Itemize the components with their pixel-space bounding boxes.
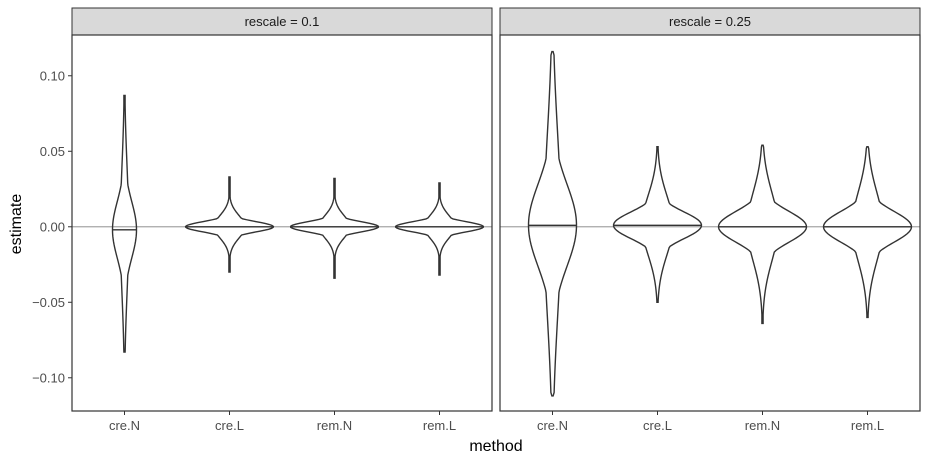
- facet-strip-label: rescale = 0.1: [245, 14, 320, 29]
- y-axis-title: estimate: [8, 194, 25, 255]
- x-tick-label: rem.L: [423, 418, 456, 433]
- violin-cre.N: [527, 50, 578, 397]
- y-tick-label: 0.00: [40, 219, 65, 234]
- x-tick-label: cre.L: [643, 418, 672, 433]
- facet-panel: rescale = 0.1 cre.N cre.L rem.N rem.L: [71, 7, 493, 433]
- x-axis-title: method: [469, 438, 522, 455]
- violin-cre.L: [612, 146, 703, 303]
- y-tick-label: −0.05: [32, 295, 65, 310]
- violin-cre.L: [184, 176, 275, 273]
- panel-background: [72, 35, 492, 411]
- x-tick-label: cre.L: [215, 418, 244, 433]
- violin-rem.L: [822, 146, 913, 319]
- x-tick-label: rem.N: [745, 418, 780, 433]
- x-tick-label: rem.L: [851, 418, 884, 433]
- panel-border: [71, 34, 493, 412]
- violin-rem.L: [394, 182, 485, 276]
- facet-strip-label: rescale = 0.25: [669, 14, 751, 29]
- violin-rem.N: [717, 144, 808, 325]
- y-tick-label: 0.05: [40, 144, 65, 159]
- violin-rem.N: [289, 177, 380, 279]
- x-tick-label: cre.N: [109, 418, 140, 433]
- y-axis: 0.10 0.05 0.00 −0.05 −0.10: [32, 68, 72, 385]
- x-tick-label: cre.N: [537, 418, 568, 433]
- violin-cre.N: [111, 94, 138, 353]
- x-tick-label: rem.N: [317, 418, 352, 433]
- y-tick-label: −0.10: [32, 370, 65, 385]
- panel-background: [500, 35, 920, 411]
- y-tick-label: 0.10: [40, 68, 65, 83]
- panel-border: [499, 34, 921, 412]
- facet-panel: rescale = 0.25 cre.N cre.L rem.N rem.L: [499, 7, 921, 433]
- facet-strip: [71, 7, 493, 36]
